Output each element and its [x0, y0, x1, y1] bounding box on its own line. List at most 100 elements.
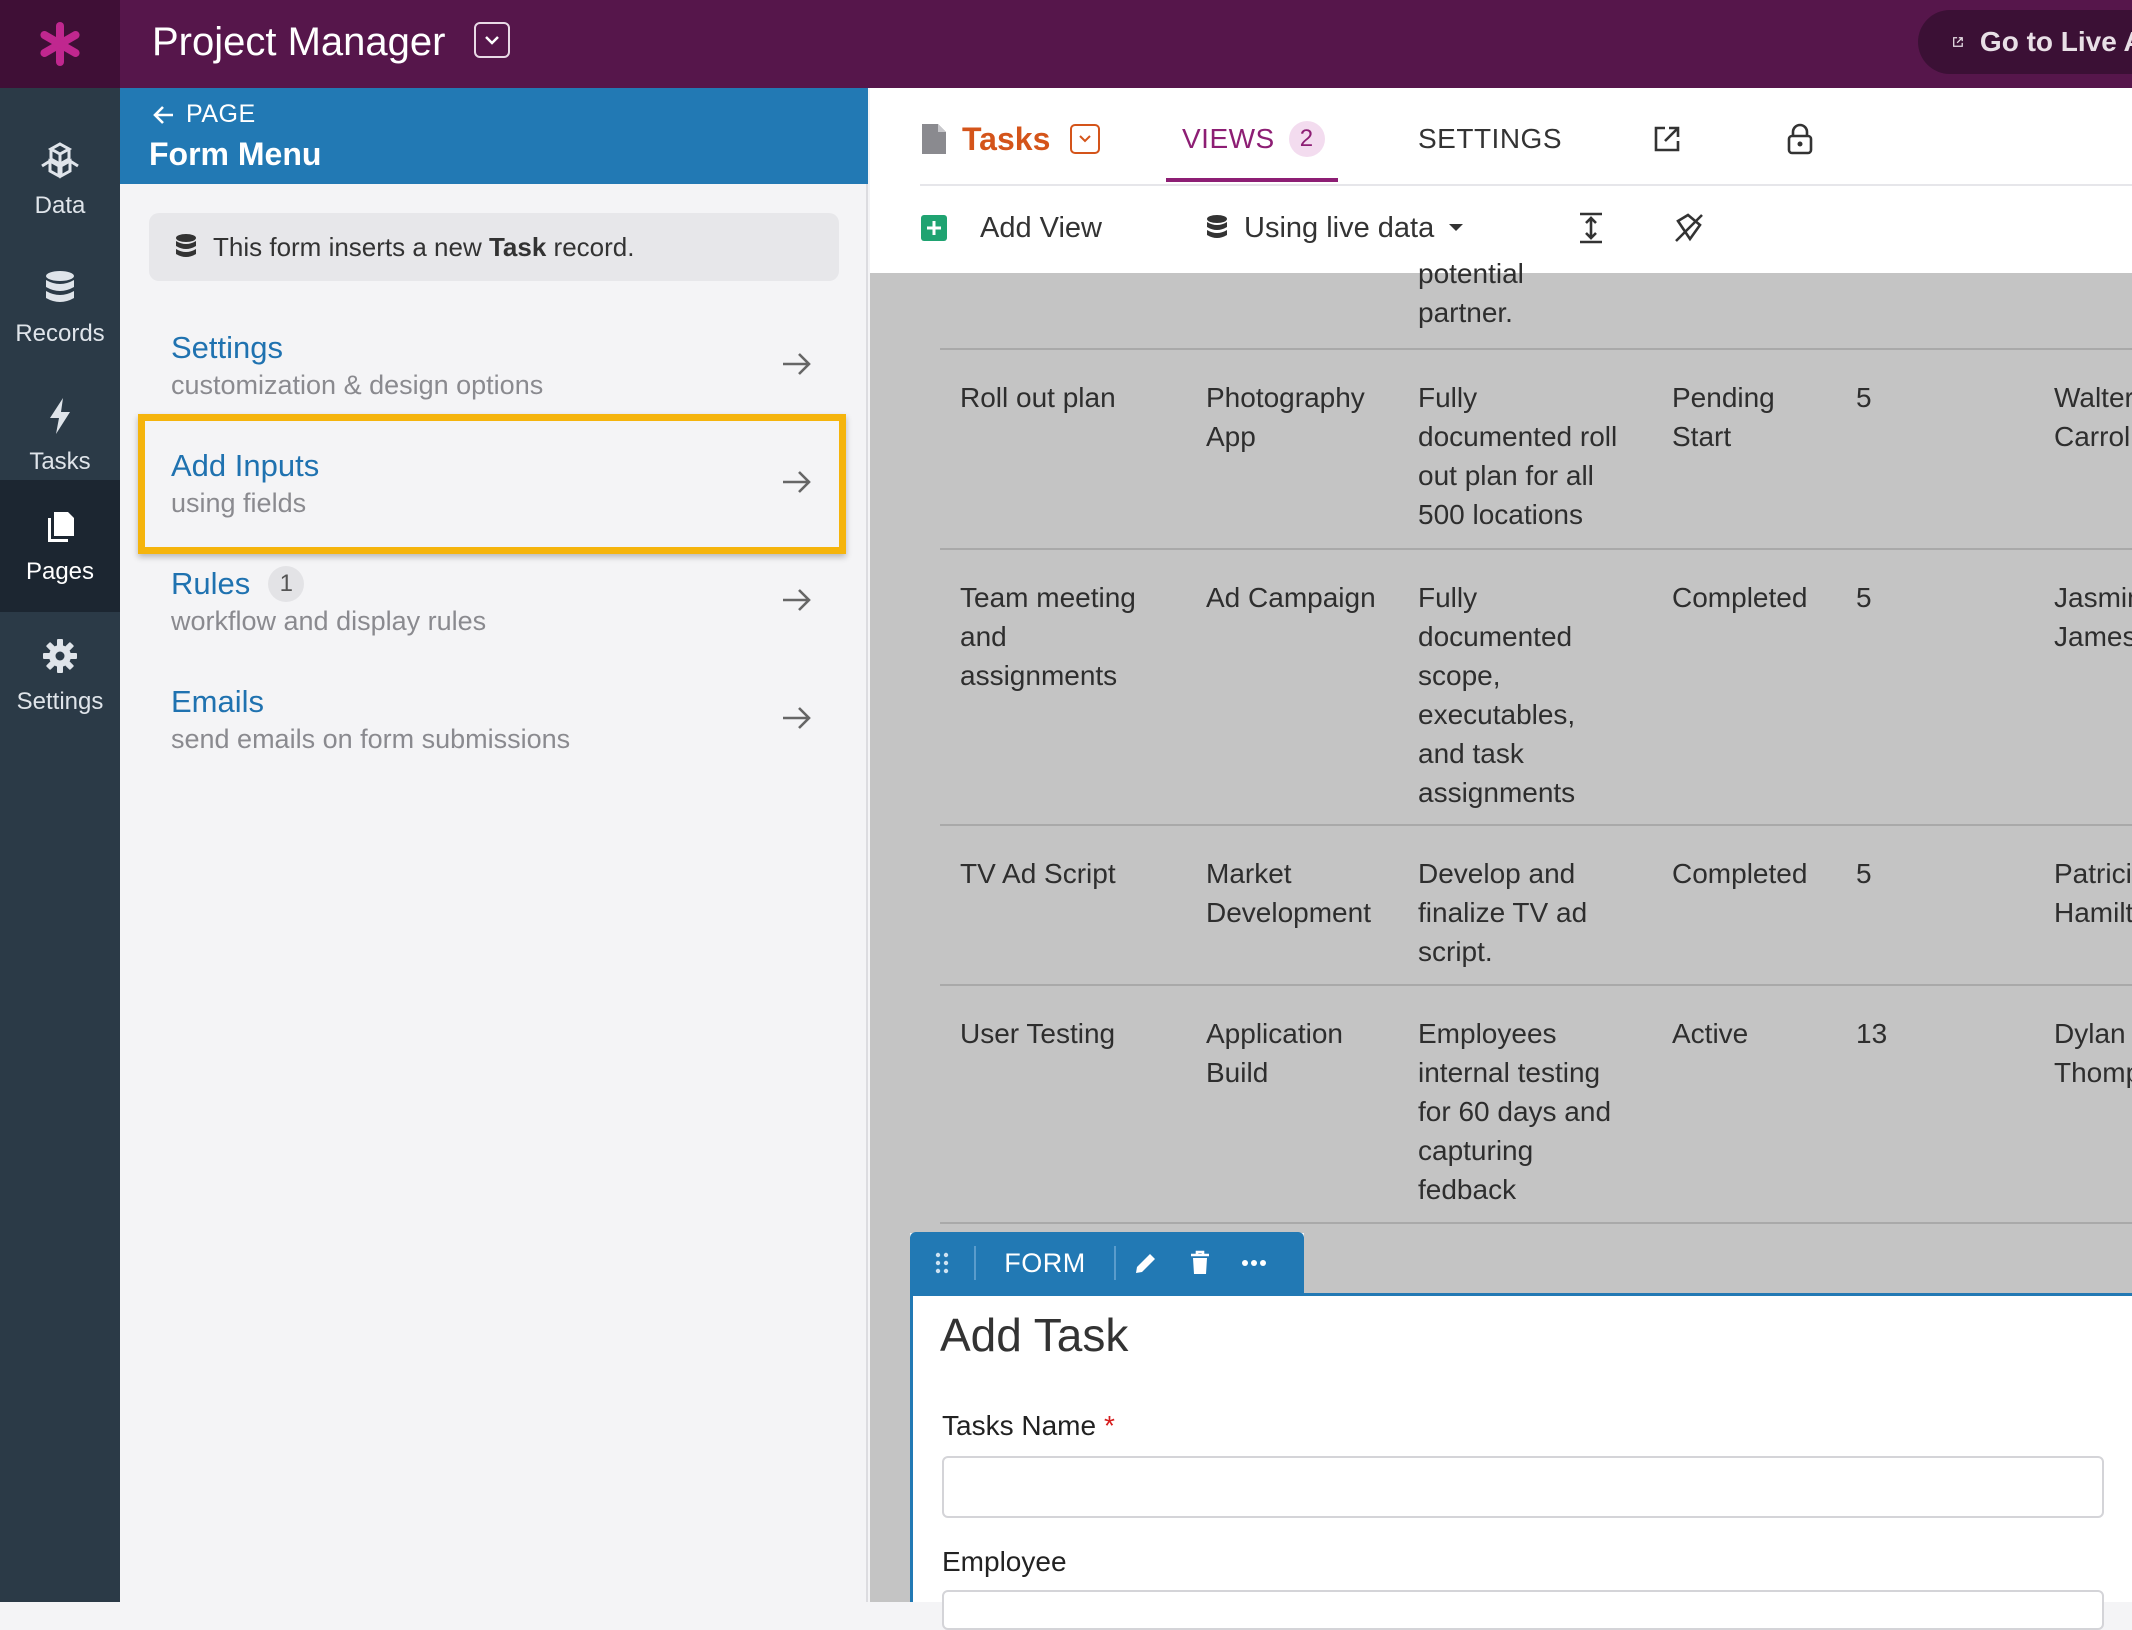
table-cell-task: Roll out plan [960, 382, 1116, 413]
hide-design-button[interactable] [1672, 196, 1706, 260]
table-cell-task: assignments [960, 660, 1118, 691]
form-view[interactable] [910, 1293, 2132, 1602]
tab-views-label: VIEWS [1182, 123, 1275, 154]
delete-view-button[interactable] [1176, 1250, 1224, 1276]
nav-item-tasks[interactable]: Tasks [0, 372, 120, 500]
nav-item-pages[interactable]: Pages [0, 480, 120, 612]
open-live-page-button[interactable] [1652, 96, 1682, 182]
table-cell-project: Market [1206, 858, 1292, 889]
back-link-label: PAGE [186, 100, 256, 128]
caret-down-icon [1449, 224, 1464, 231]
table-cell-description: scope, [1418, 660, 1501, 691]
app-logo[interactable] [0, 0, 120, 88]
edit-view-button[interactable] [1116, 1250, 1176, 1276]
tasks-name-input[interactable] [942, 1456, 2104, 1518]
table-cell-description: out plan for all [1418, 460, 1594, 491]
table-row-divider [940, 348, 2132, 350]
nav-item-settings[interactable]: Settings [0, 612, 120, 740]
document-icon [922, 124, 946, 154]
table-cell-points: 5 [1856, 382, 1872, 413]
external-link-icon [1953, 37, 1963, 47]
menu-item-add-inputs[interactable]: Add Inputs using fields [149, 442, 839, 542]
arrow-right-icon [783, 471, 811, 493]
plus-square-icon [921, 215, 947, 241]
table-view-overlay [870, 273, 2132, 1233]
form-title: Add Task [940, 1309, 1129, 1361]
chevron-down-icon [1079, 135, 1092, 143]
add-inputs-highlight [138, 414, 846, 554]
table-cell-description: assignments [1418, 777, 1576, 808]
table-cell-project: Application [1206, 1018, 1343, 1049]
menu-item-emails[interactable]: Emails send emails on form submissions [149, 678, 839, 778]
table-cell-status: Active [1672, 1018, 1749, 1049]
table-cell-description: partner. [1418, 297, 1513, 328]
table-cell-status: Pending [1672, 382, 1775, 413]
table-cell-description: Fully [1418, 382, 1478, 413]
arrow-right-icon [783, 589, 811, 611]
table-cell-project: Ad Campaign [1206, 582, 1376, 613]
tab-settings[interactable]: SETTINGS [1418, 96, 1562, 182]
drag-handle-icon[interactable] [910, 1246, 976, 1280]
menu-subtitle-rules: workflow and display rules [171, 606, 487, 636]
object-dropdown[interactable] [1070, 124, 1101, 154]
table-cell-points: 5 [1856, 582, 1872, 613]
table-cell-description: documented roll [1418, 421, 1618, 452]
bolt-icon [50, 398, 70, 434]
table-cell-description: executables, [1418, 699, 1576, 730]
table-cell-status: Completed [1672, 858, 1808, 889]
arrow-left-icon [153, 105, 173, 124]
table-cell-status: Start [1672, 421, 1732, 452]
menu-item-rules[interactable]: Rules 1 workflow and display rules [149, 560, 839, 660]
gear-icon [43, 639, 77, 673]
nav-item-records[interactable]: Records [0, 244, 120, 372]
database-icon [176, 234, 196, 257]
table-cell-status: Completed [1672, 582, 1808, 613]
employee-select[interactable] [942, 1590, 2104, 1630]
active-tab-indicator [1166, 178, 1338, 182]
table-cell-description: documented [1418, 621, 1573, 652]
menu-item-settings[interactable]: Settings customization & design options [149, 324, 839, 424]
more-options-button[interactable] [1224, 1259, 1284, 1267]
table-cell-description: script. [1418, 936, 1493, 967]
arrow-right-icon [783, 353, 811, 375]
data-source-dropdown[interactable]: Using live data [1204, 196, 1464, 260]
table-cell-description: 500 locations [1418, 499, 1584, 530]
table-cell-description: potential [1418, 258, 1524, 289]
form-view-label: FORM [976, 1246, 1116, 1280]
editor-tabs: Tasks VIEWS 2 SETTINGS [920, 96, 2132, 186]
tab-settings-label: SETTINGS [1418, 123, 1563, 154]
tab-object-tasks-label: Tasks [962, 120, 1051, 157]
database-icon [1207, 215, 1227, 238]
go-to-live-app-button[interactable]: Go to Live App [1918, 10, 2132, 74]
data-source-label: Using live data [1244, 211, 1435, 244]
add-view-button[interactable]: Add View [920, 196, 1102, 260]
table-cell-assignee: Patricia [2054, 858, 2132, 889]
table-cell-assignee: Jasmine [2054, 582, 2132, 613]
tab-object-tasks[interactable]: Tasks [920, 96, 1101, 182]
arrow-right-icon [783, 707, 811, 729]
row-height-button[interactable] [1576, 196, 1606, 260]
pencil-icon [1136, 1254, 1155, 1273]
nav-item-data[interactable]: Data [0, 116, 120, 244]
views-toolbar: Add View Using live data [920, 196, 2132, 260]
required-asterisk: * [1104, 1410, 1115, 1441]
menu-title-emails: Emails [171, 684, 265, 719]
pages-icon [48, 512, 74, 542]
page-access-lock-button[interactable] [1786, 96, 1814, 182]
table-cell-task: User Testing [960, 1018, 1116, 1049]
go-to-live-app-label: Go to Live App [1979, 26, 2132, 57]
nav-label-settings: Settings [16, 688, 104, 715]
table-cell-project: App [1206, 421, 1256, 452]
app-menu-dropdown[interactable] [474, 22, 510, 58]
panel-header [120, 88, 868, 184]
lock-icon [1787, 123, 1813, 155]
table-cell-description: fedback [1418, 1174, 1517, 1205]
page-editor-header [870, 88, 2132, 273]
back-to-page-link[interactable]: PAGE [152, 100, 256, 129]
menu-title-settings: Settings [171, 330, 284, 365]
tab-views[interactable]: VIEWS 2 [1182, 96, 1325, 182]
table-cell-project: Development [1206, 897, 1371, 928]
ellipsis-icon [1242, 1260, 1266, 1266]
panel-title: Form Menu [149, 136, 322, 172]
chevron-down-icon [485, 36, 499, 45]
